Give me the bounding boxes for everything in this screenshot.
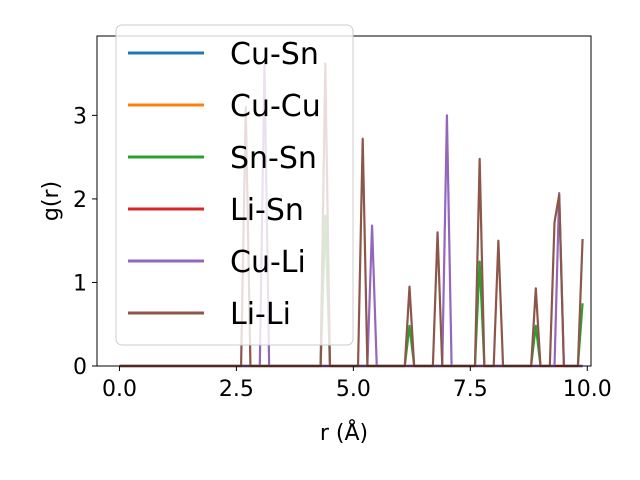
y-ticks: 0 1 2 3 <box>73 104 97 380</box>
legend-label-li-li: Li-Li <box>230 297 291 332</box>
legend: Cu-Sn Cu-Cu Sn-Sn Li-Sn Cu-Li Li-Li <box>115 24 354 346</box>
x-tick-label: 7.5 <box>453 377 488 402</box>
x-tick-label: 10.0 <box>563 377 612 402</box>
x-tick-label: 2.5 <box>219 377 254 402</box>
legend-label-li-sn: Li-Sn <box>230 193 304 228</box>
x-tick-label: 5.0 <box>336 377 371 402</box>
legend-label-cu-cu: Cu-Cu <box>230 89 321 124</box>
y-tick-label: 0 <box>73 355 87 380</box>
y-tick-label: 3 <box>73 104 87 129</box>
x-axis-label: r (Å) <box>320 419 368 446</box>
x-ticks: 0.0 2.5 5.0 7.5 10.0 <box>102 366 612 402</box>
y-tick-label: 2 <box>73 188 87 213</box>
y-axis-label: g(r) <box>39 181 64 221</box>
legend-label-cu-li: Cu-Li <box>230 245 306 280</box>
y-tick-label: 1 <box>73 271 87 296</box>
legend-label-sn-sn: Sn-Sn <box>230 141 317 176</box>
legend-label-cu-sn: Cu-Sn <box>230 37 319 72</box>
x-tick-label: 0.0 <box>102 377 137 402</box>
